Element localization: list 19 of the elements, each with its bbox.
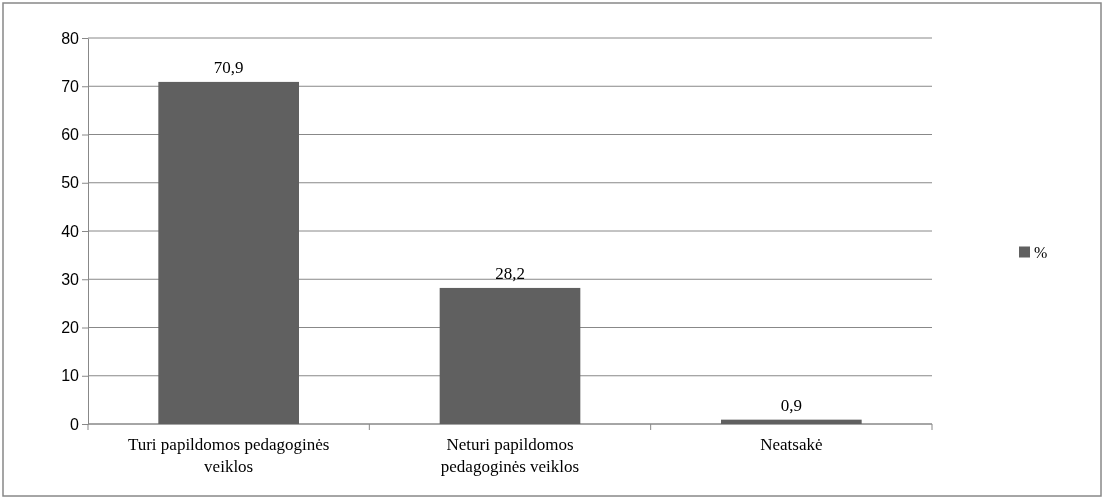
data-label: 28,2 xyxy=(495,263,525,283)
y-tick-label: 10 xyxy=(61,367,80,385)
bar xyxy=(439,287,581,424)
y-tick-label: 80 xyxy=(61,29,80,47)
y-tick-label: 40 xyxy=(61,222,80,240)
data-label: 0,9 xyxy=(780,395,802,415)
y-tick-label: 70 xyxy=(61,77,80,95)
y-tick-label: 50 xyxy=(61,174,80,192)
y-tick-label: 60 xyxy=(61,126,80,144)
y-tick-label: 20 xyxy=(61,319,80,337)
y-tick-label: 0 xyxy=(70,415,80,433)
bar xyxy=(158,81,299,424)
x-tick-label: Turi papildomos pedagoginės veiklos xyxy=(127,435,330,476)
x-tick-label: Neturi papildomos pedagoginės veiklos xyxy=(440,435,580,476)
data-label: 70,9 xyxy=(213,57,244,77)
legend-label: % xyxy=(1034,243,1048,261)
y-tick-label: 30 xyxy=(61,270,80,288)
x-tick-label: Neatsakė xyxy=(760,435,823,454)
bar xyxy=(721,419,862,424)
